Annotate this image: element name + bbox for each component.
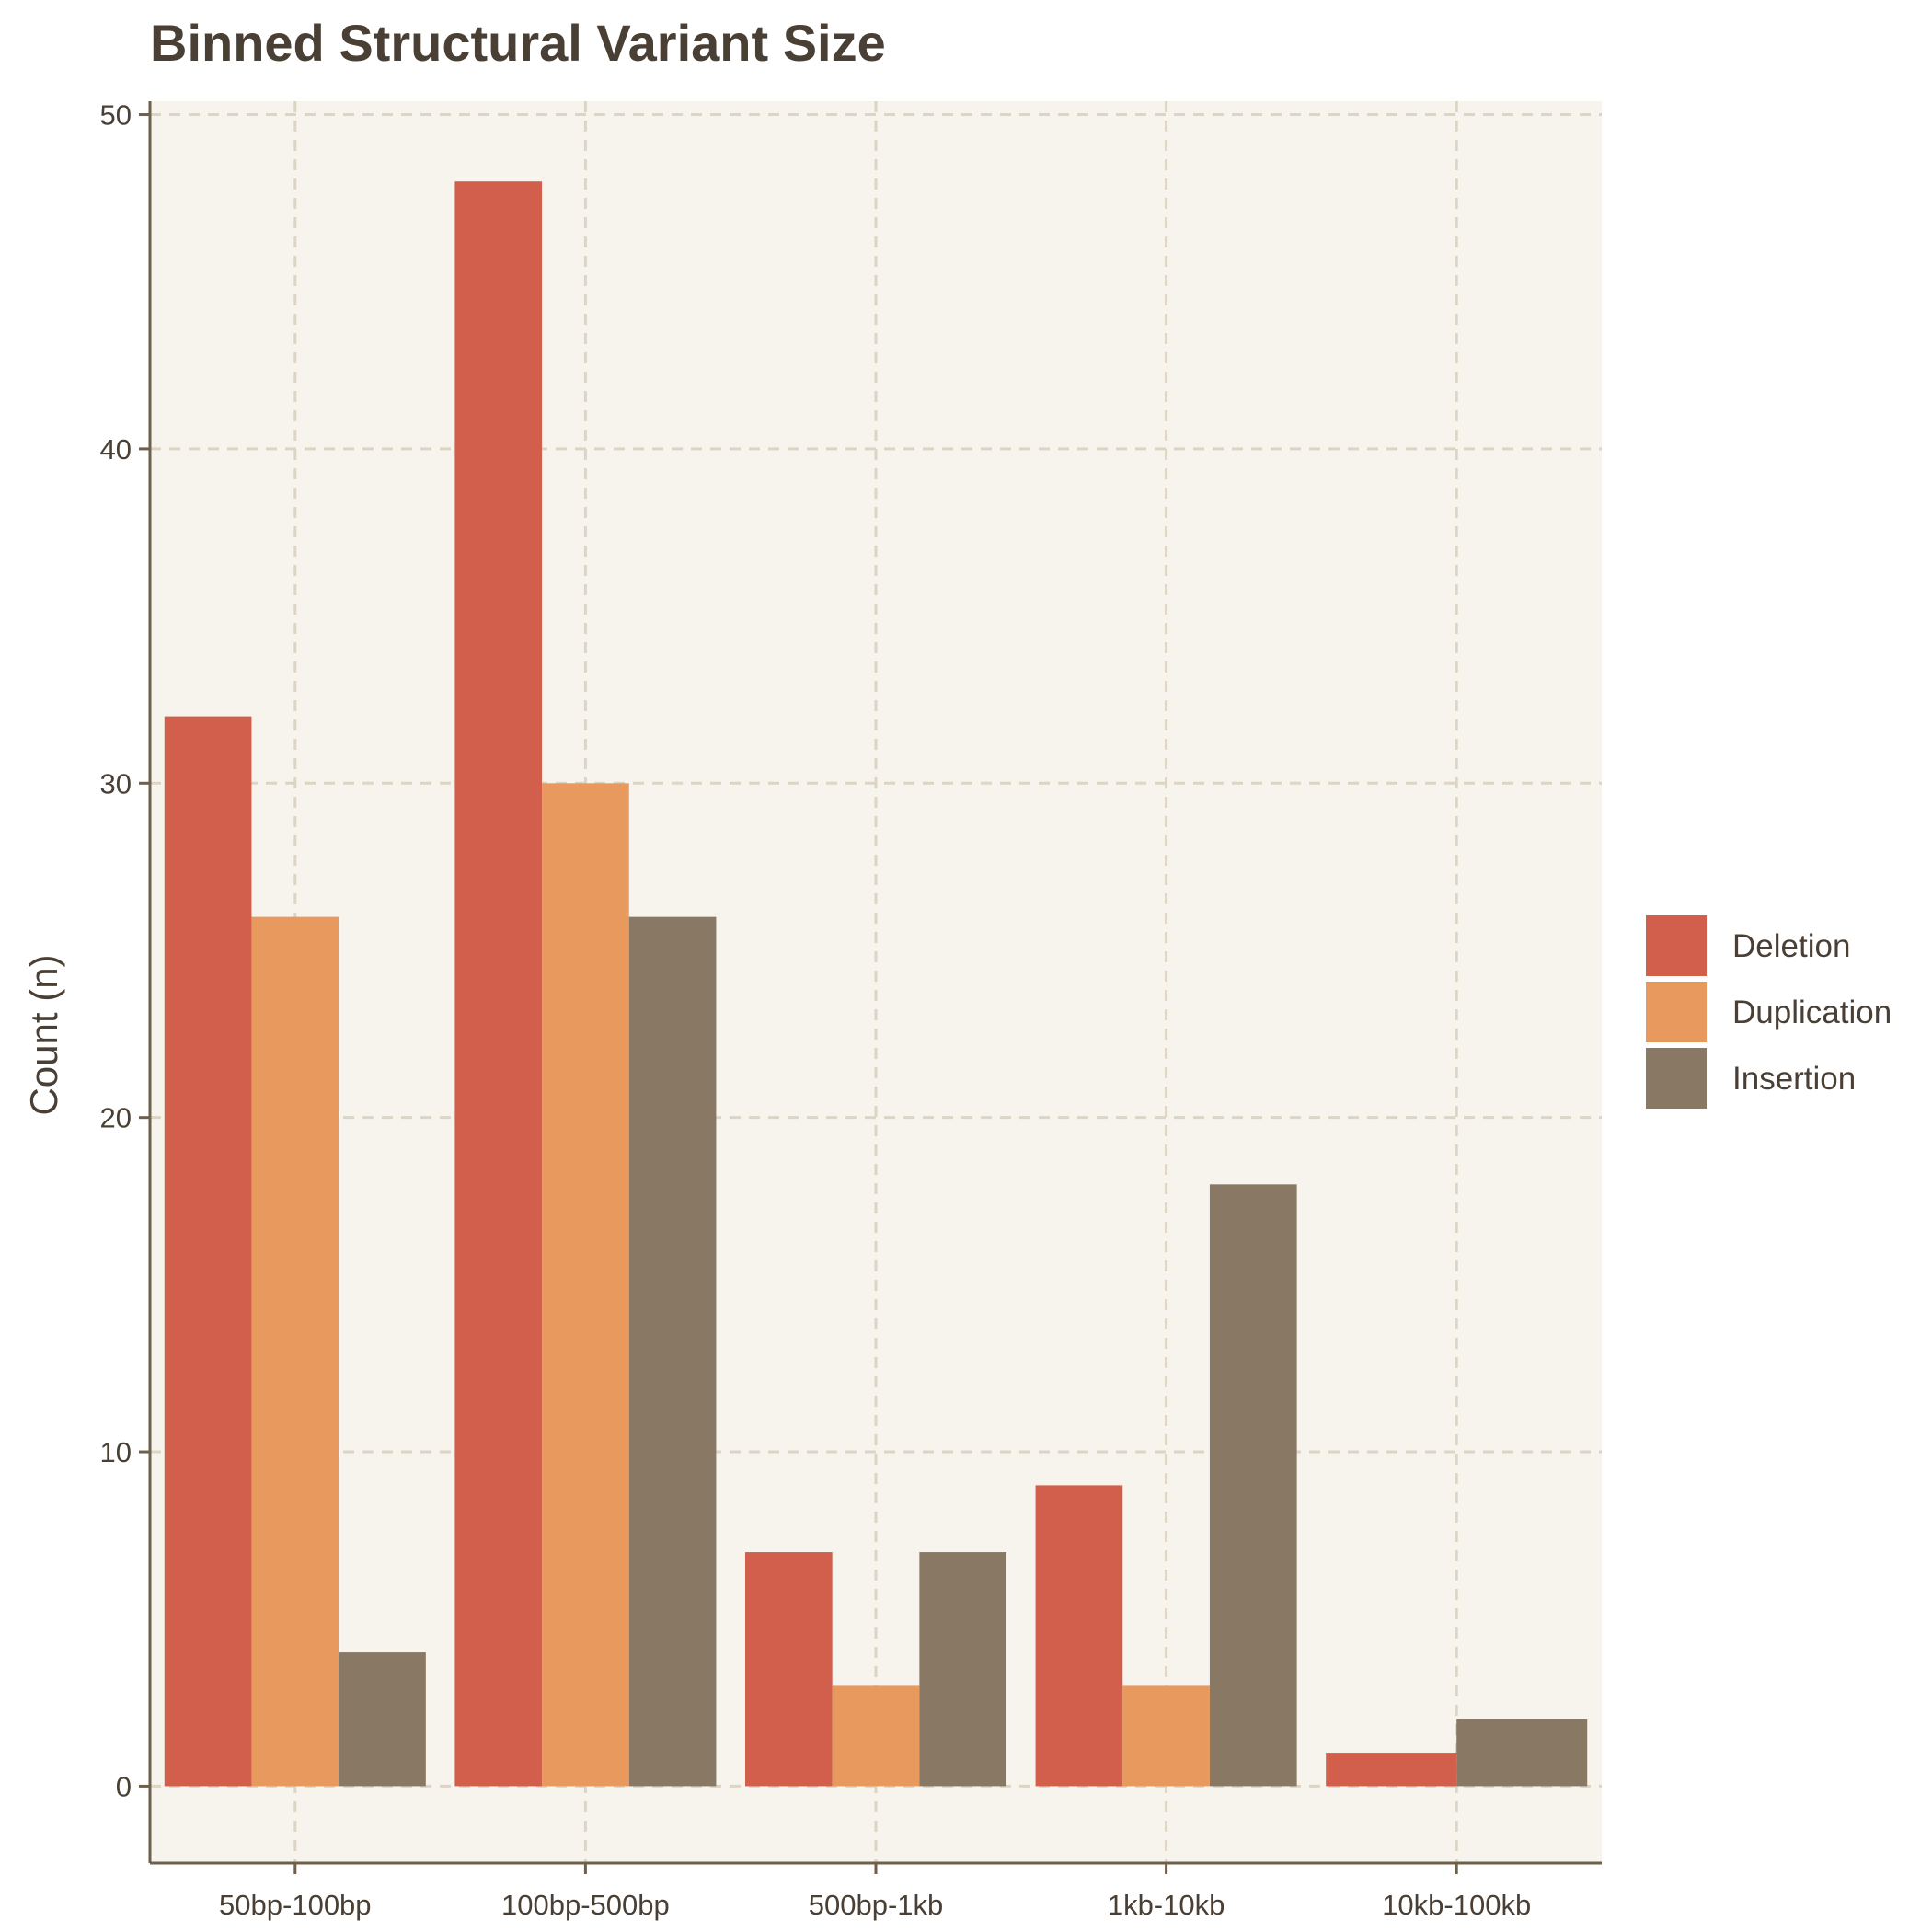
y-tick-label: 10 (100, 1436, 132, 1468)
bar-insertion-1kb-10kb (1209, 1184, 1297, 1787)
x-tick-label: 1kb-10kb (1108, 1889, 1225, 1921)
y-axis-label: Count (n) (22, 954, 65, 1115)
y-tick-label: 30 (100, 767, 132, 799)
chart-title: Binned Structural Variant Size (150, 14, 886, 72)
bar-deletion-1kb-10kb (1035, 1485, 1123, 1787)
x-tick-label: 100bp-500bp (501, 1889, 670, 1921)
bar-insertion-500bp-1kb (919, 1552, 1007, 1787)
x-axis-ticks: 50bp-100bp 100bp-500bp 500bp-1kb 1kb-10kb 10… (219, 1863, 1531, 1921)
y-tick-label: 20 (100, 1102, 132, 1134)
x-tick-label: 10kb-100kb (1382, 1889, 1531, 1921)
y-tick-label: 0 (116, 1770, 132, 1802)
legend-label-duplication: Duplication (1732, 995, 1892, 1030)
bar-insertion-100bp-500bp (628, 916, 717, 1787)
legend-swatch-insertion (1646, 1048, 1707, 1109)
bar-insertion-10kb-100kb (1456, 1719, 1588, 1787)
legend: Deletion Duplication Insertion (1646, 915, 1892, 1109)
bar-deletion-50bp-100bp (164, 716, 252, 1787)
bar-duplication-100bp-500bp (542, 783, 629, 1787)
bar-deletion-100bp-500bp (454, 181, 543, 1787)
bar-duplication-1kb-10kb (1122, 1685, 1210, 1787)
y-tick-label: 50 (100, 99, 132, 132)
y-tick-label: 40 (100, 433, 132, 466)
legend-label-deletion: Deletion (1732, 928, 1850, 964)
x-tick-label: 500bp-1kb (809, 1889, 944, 1921)
x-tick-label: 50bp-100bp (219, 1889, 372, 1921)
bar-insertion-50bp-100bp (339, 1652, 426, 1787)
bars (164, 181, 1588, 1787)
bar-duplication-50bp-100bp (251, 916, 339, 1787)
y-axis-ticks: 0 10 20 30 40 50 (100, 99, 150, 1802)
bar-duplication-500bp-1kb (832, 1685, 920, 1787)
legend-swatch-deletion (1646, 915, 1707, 976)
bar-deletion-500bp-1kb (744, 1552, 833, 1787)
legend-label-insertion: Insertion (1732, 1061, 1856, 1097)
bar-deletion-10kb-100kb (1326, 1753, 1457, 1787)
legend-swatch-duplication (1646, 982, 1707, 1042)
